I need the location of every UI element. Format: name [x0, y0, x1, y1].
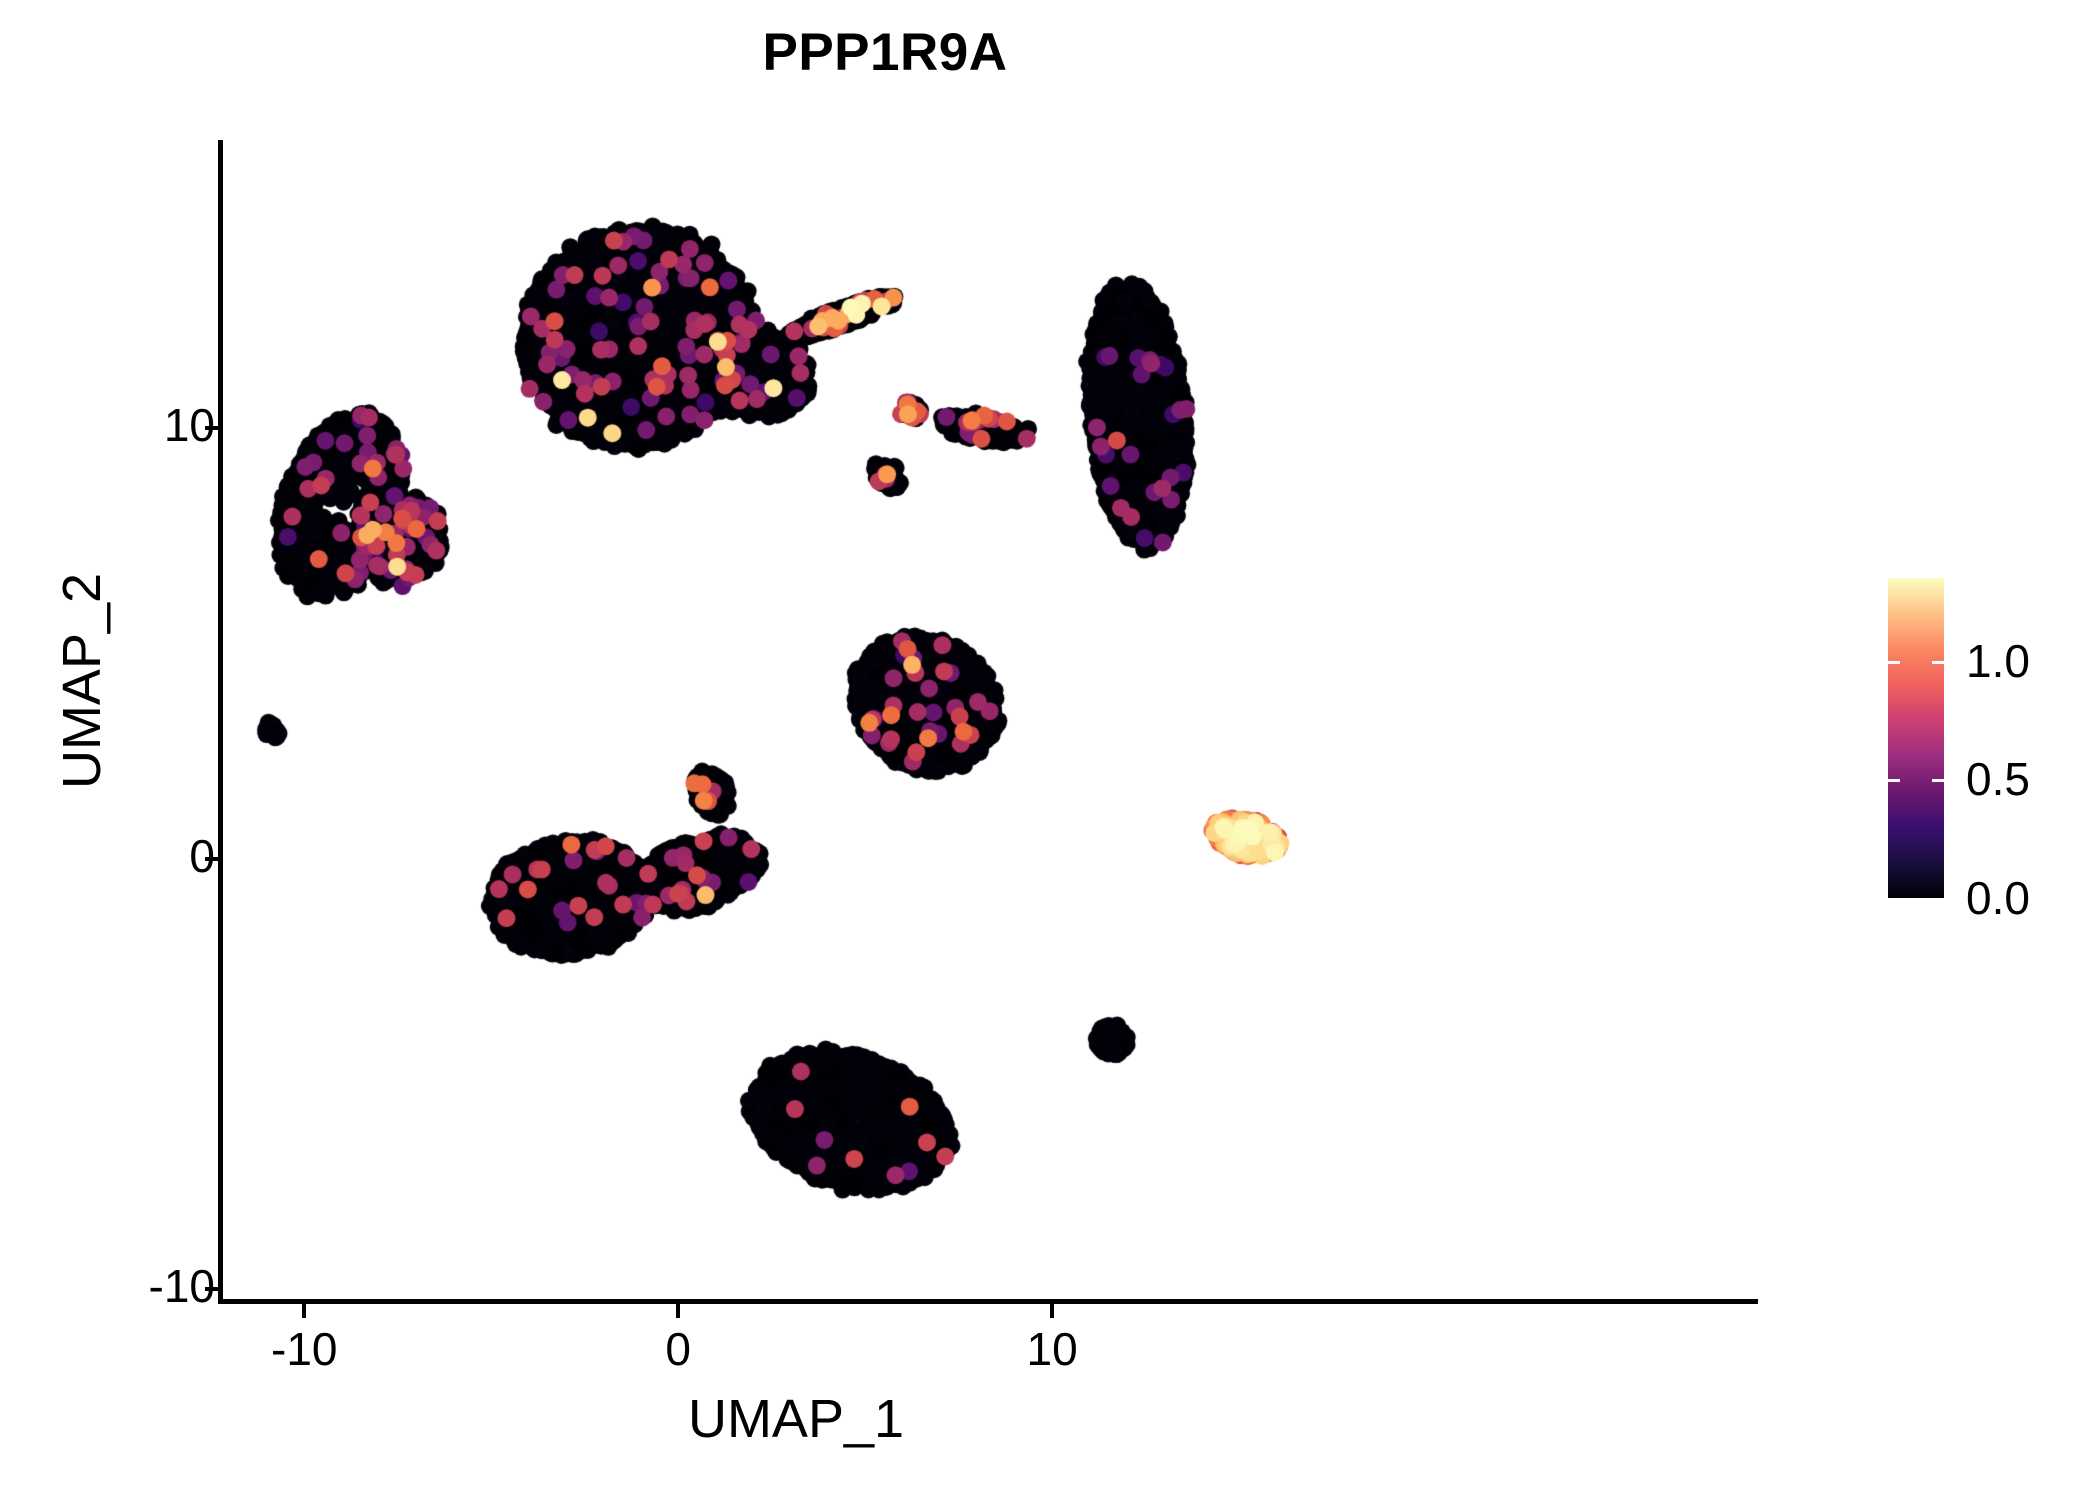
- x-axis-title: UMAP_1: [687, 1389, 905, 1449]
- plot-panel: [222, 140, 1370, 1302]
- y-tick-mark: [205, 426, 219, 431]
- colorbar-tick-mark: [1932, 779, 1944, 783]
- colorbar-tick-label: 1.0: [1966, 634, 2030, 687]
- x-axis-line: [218, 1299, 1758, 1304]
- scatter-canvas: [222, 140, 1370, 1302]
- color-legend: 1.0 0.5 0.0: [1888, 578, 2088, 924]
- colorbar-gradient: [1888, 578, 1944, 898]
- x-tick-mark: [302, 1304, 307, 1318]
- y-tick-label: 0: [189, 829, 215, 882]
- colorbar-tick-mark: [1888, 660, 1900, 664]
- x-tick-label: 10: [1026, 1323, 1078, 1375]
- page-title: PPP1R9A: [762, 23, 1008, 82]
- y-tick-mark: [205, 856, 219, 861]
- y-tick-label: -10: [148, 1260, 215, 1313]
- y-axis-line: [218, 140, 223, 1304]
- y-axis-title: UMAP_2: [52, 572, 112, 790]
- y-tick-label: 10: [163, 399, 215, 452]
- colorbar-tick-label: 0.0: [1966, 872, 2030, 924]
- y-tick-mark: [205, 1287, 219, 1292]
- x-tick-label: 0: [665, 1323, 691, 1375]
- colorbar-tick-mark: [1888, 779, 1900, 783]
- x-tick-mark: [1050, 1304, 1055, 1318]
- x-tick-mark: [676, 1304, 681, 1318]
- x-tick-label: -10: [271, 1323, 338, 1375]
- colorbar-tick-label: 0.5: [1966, 753, 2030, 806]
- colorbar-tick-mark: [1932, 660, 1944, 664]
